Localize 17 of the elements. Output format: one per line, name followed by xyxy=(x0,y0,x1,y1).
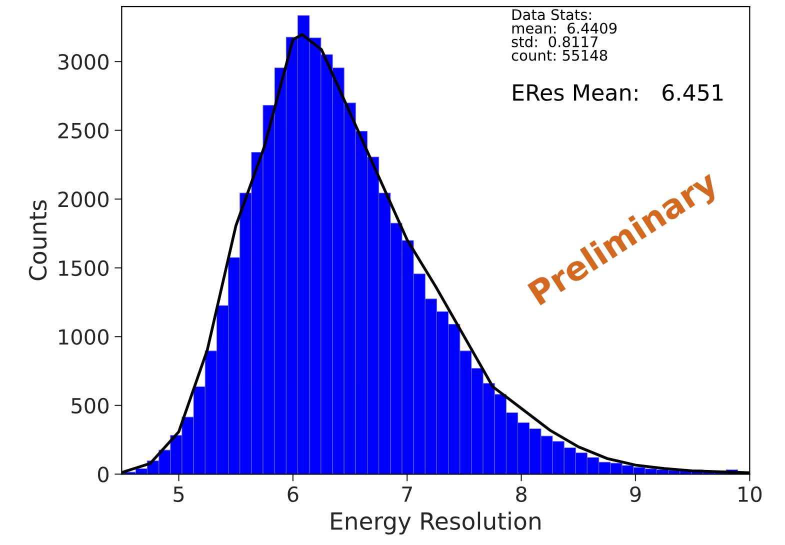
y-tick-label: 3000 xyxy=(58,54,108,70)
y-tick-label: 500 xyxy=(72,398,108,414)
x-tick-label: 6 xyxy=(288,486,298,502)
annotation: ERes Mean: 6.451 xyxy=(513,84,723,101)
x-tick-label: 8 xyxy=(516,486,527,502)
x-axis-title: Energy Resolution xyxy=(331,512,540,535)
y-tick-label: 1000 xyxy=(59,329,108,345)
x-tick-label: 10 xyxy=(738,486,762,502)
annotation: Data Stats: mean: 6.4409 std: 0.8117 count: 55148 xyxy=(512,9,617,61)
y-axis-title: Counts xyxy=(28,200,47,280)
y-tick-label: 2000 xyxy=(58,192,108,208)
x-tick-label: 9 xyxy=(630,486,641,502)
y-tick-label: 0 xyxy=(98,466,108,482)
x-tick-label: 5 xyxy=(174,486,184,502)
y-tick-label: 1500 xyxy=(59,260,108,276)
x-tick-label: 7 xyxy=(402,486,412,502)
y-tick-label: 2500 xyxy=(58,122,108,139)
